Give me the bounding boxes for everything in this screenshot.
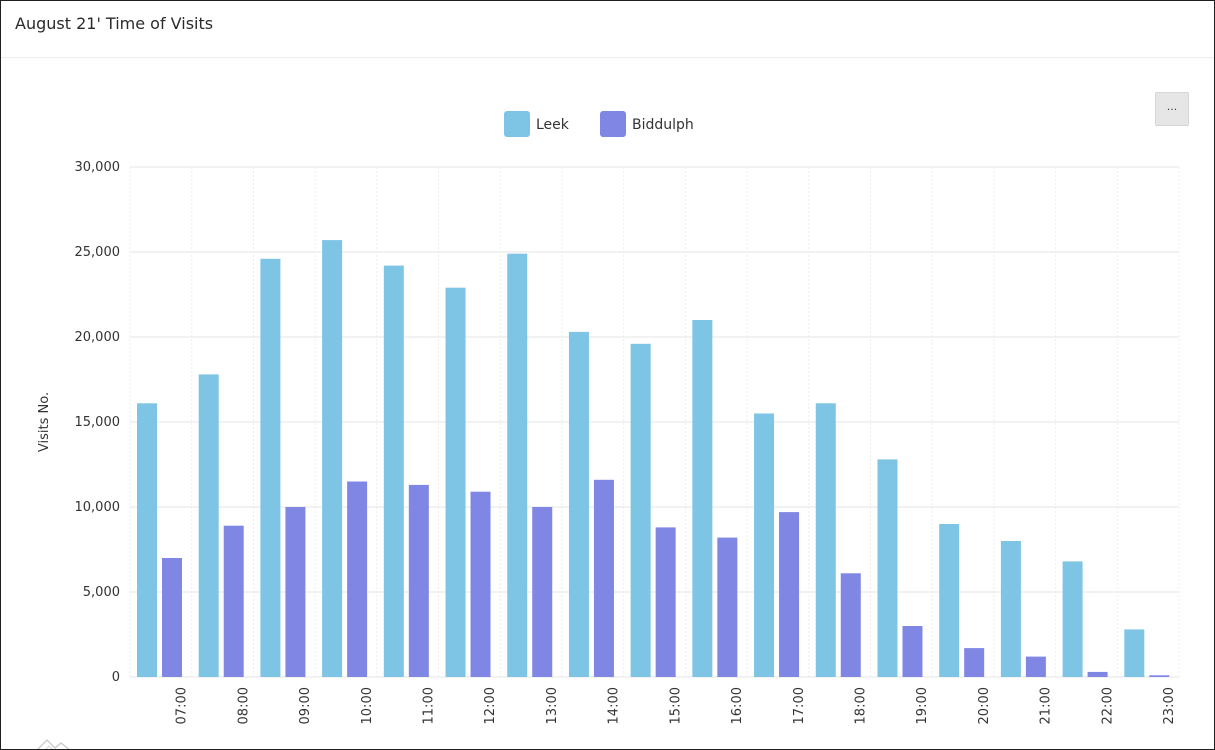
bar-leek-1000[interactable] [322, 240, 343, 677]
bar-biddulph-0900[interactable] [285, 507, 306, 677]
bar-biddulph-1000[interactable] [347, 481, 368, 678]
bar-biddulph-1900[interactable] [902, 626, 923, 677]
bar-biddulph-0800[interactable] [223, 525, 244, 677]
legend-swatch-biddulph[interactable] [600, 111, 626, 137]
bar-leek-1500[interactable] [630, 343, 651, 677]
x-tick-label: 13:00 [545, 687, 560, 724]
bar-leek-2200[interactable] [1062, 561, 1083, 677]
bar-leek-2300[interactable] [1124, 629, 1145, 677]
legend-label-biddulph[interactable]: Biddulph [632, 117, 694, 133]
card-title: August 21' Time of Visits [15, 14, 214, 33]
x-tick-label: 17:00 [792, 687, 807, 724]
card-header: August 21' Time of Visits [1, 1, 1214, 58]
bar-biddulph-1800[interactable] [840, 573, 861, 677]
bar-leek-1300[interactable] [507, 253, 528, 677]
bar-biddulph-1500[interactable] [655, 527, 676, 677]
y-tick-label: 25,000 [75, 245, 121, 260]
bar-leek-1800[interactable] [815, 403, 836, 677]
x-tick-label: 20:00 [977, 687, 992, 724]
x-tick-label: 15:00 [668, 687, 683, 724]
ellipsis-icon: ... [1166, 100, 1178, 113]
legend-label-leek[interactable]: Leek [536, 117, 570, 133]
x-tick-label: 18:00 [853, 687, 868, 724]
bar-leek-0800[interactable] [198, 374, 219, 677]
bar-biddulph-1200[interactable] [470, 491, 491, 677]
chart-menu-button[interactable]: ... [1155, 92, 1189, 126]
y-tick-label: 20,000 [75, 330, 121, 345]
bar-biddulph-1100[interactable] [408, 484, 429, 677]
y-tick-label: 15,000 [75, 415, 121, 430]
x-tick-label: 22:00 [1100, 687, 1115, 724]
mountain-logo-icon [36, 738, 70, 749]
bar-biddulph-2100[interactable] [1025, 656, 1046, 677]
y-tick-label: 5,000 [83, 585, 120, 600]
x-tick-label: 08:00 [236, 687, 251, 724]
bar-biddulph-0700[interactable] [162, 558, 182, 677]
x-tick-label: 12:00 [483, 687, 498, 724]
bar-leek-1400[interactable] [568, 331, 589, 677]
legend-swatch-leek[interactable] [504, 111, 530, 137]
bar-leek-0700[interactable] [137, 403, 157, 677]
bar-leek-1200[interactable] [445, 287, 466, 677]
bar-biddulph-1300[interactable] [532, 507, 553, 677]
x-tick-label: 07:00 [175, 687, 190, 724]
y-tick-label: 30,000 [75, 160, 121, 175]
legend: Leek Biddulph [504, 111, 694, 137]
bar-biddulph-2000[interactable] [964, 648, 985, 677]
y-axis-title: Visits No. [37, 392, 52, 452]
bar-leek-1900[interactable] [877, 459, 898, 677]
x-tick-label: 09:00 [298, 687, 313, 724]
bar-leek-1100[interactable] [383, 265, 404, 677]
bar-leek-1700[interactable] [754, 413, 775, 678]
bar-leek-2000[interactable] [939, 524, 960, 677]
y-tick-label: 10,000 [75, 500, 121, 515]
y-tick-labels: 0 5,000 10,000 15,000 20,000 25,000 30,000 [75, 160, 121, 685]
bar-biddulph-1400[interactable] [593, 479, 614, 677]
x-tick-label: 11:00 [422, 687, 437, 724]
x-tick-label: 10:00 [360, 687, 375, 724]
x-tick-label: 21:00 [1039, 687, 1054, 724]
bar-biddulph-2200[interactable] [1087, 671, 1108, 677]
x-tick-label: 16:00 [730, 687, 745, 724]
bars [137, 240, 1170, 678]
bar-leek-0900[interactable] [260, 258, 281, 677]
bar-biddulph-1700[interactable] [779, 512, 800, 677]
bar-biddulph-2300[interactable] [1149, 675, 1170, 677]
bar-leek-2100[interactable] [1000, 541, 1021, 677]
x-tick-label: 19:00 [915, 687, 930, 724]
bar-leek-1600[interactable] [692, 320, 713, 677]
y-tick-label: 0 [112, 670, 120, 685]
bar-biddulph-1600[interactable] [717, 537, 738, 677]
x-tick-labels: 07:00 08:00 09:00 10:00 11:00 12:00 13:00 14:00… [175, 687, 1177, 724]
x-tick-label: 14:00 [607, 687, 622, 724]
x-tick-label: 23:00 [1162, 687, 1177, 724]
